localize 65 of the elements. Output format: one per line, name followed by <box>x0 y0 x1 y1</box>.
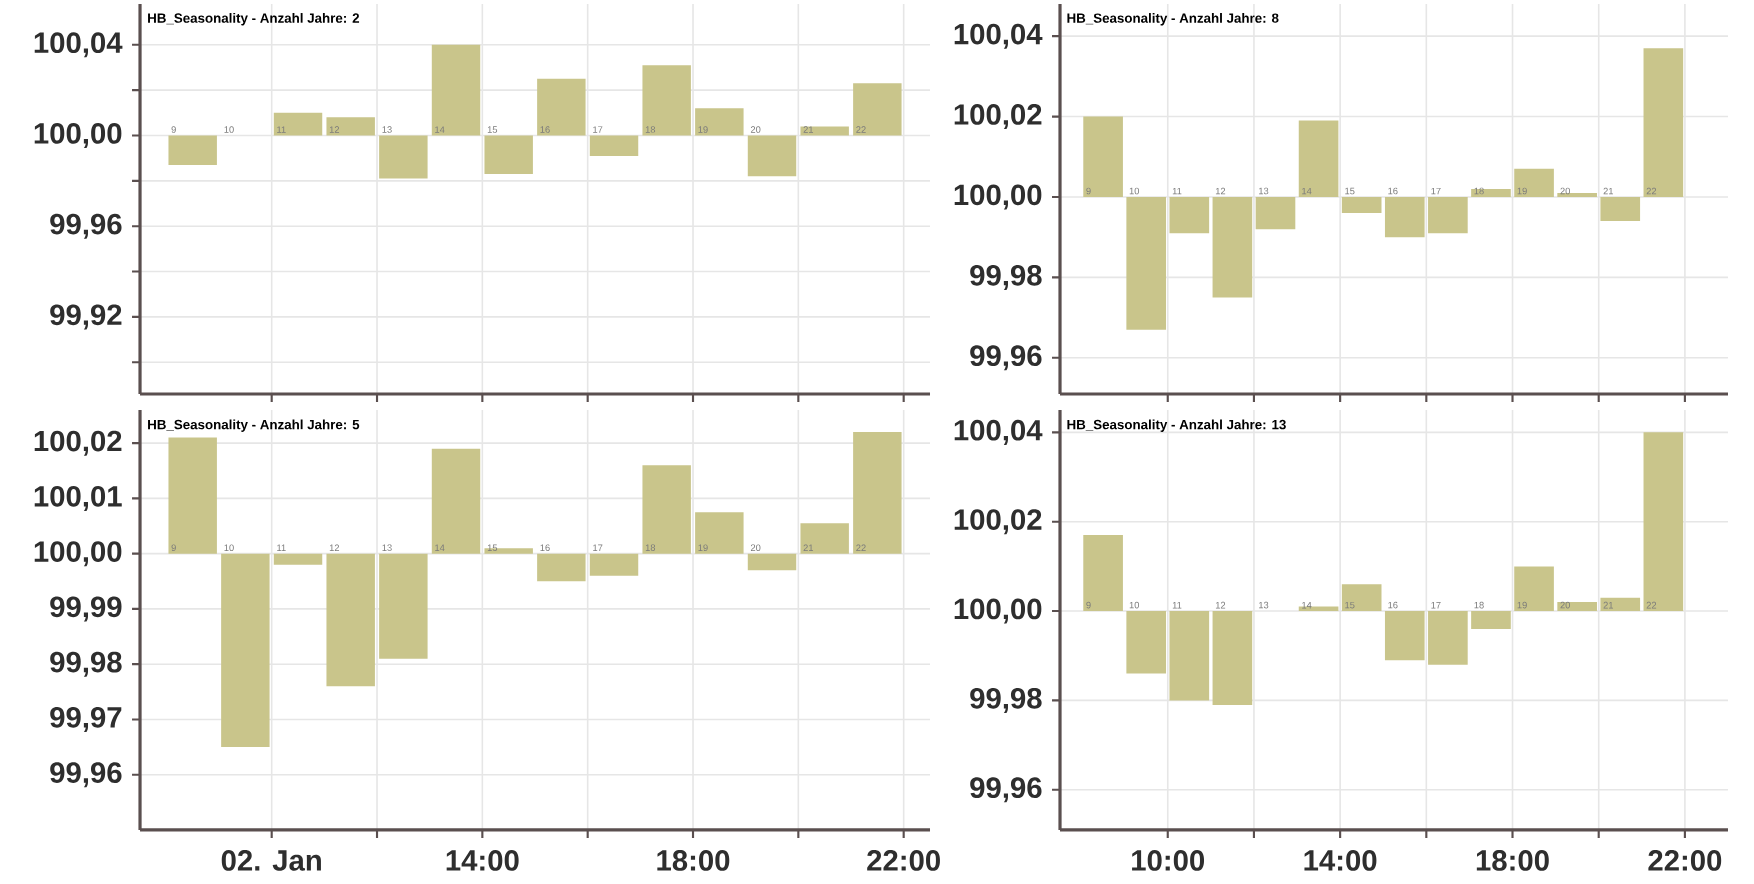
x-tick-label: 22:00 <box>867 850 940 871</box>
bar <box>326 553 375 687</box>
y-tick-label: 100,02 <box>34 430 122 456</box>
y-tick-label: 100,00 <box>954 598 1042 624</box>
bar <box>273 553 323 565</box>
y-tick-label: 100,02 <box>954 104 1042 130</box>
y-tick-label: 99,96 <box>50 213 122 239</box>
bar <box>1212 196 1253 298</box>
bar <box>1212 611 1253 705</box>
y-tick-label: 100,02 <box>954 509 1042 535</box>
bar <box>1600 196 1641 222</box>
bar <box>800 523 849 554</box>
y-tick-label: 99,96 <box>970 777 1042 803</box>
y-tick-label: 99,97 <box>50 706 122 732</box>
y-tick-label: 100,01 <box>34 485 122 511</box>
y-tick-label: 100,04 <box>954 23 1043 49</box>
bar <box>1298 120 1339 197</box>
bar <box>589 553 639 576</box>
y-tick-label: 99,98 <box>970 264 1042 290</box>
bar <box>853 83 902 136</box>
y-tick-label: 99,98 <box>970 687 1042 713</box>
y-tick-label: 100,04 <box>954 419 1043 445</box>
x-tick-label: 10:00 <box>1132 850 1205 871</box>
bar <box>431 44 481 136</box>
y-tick-label: 99,99 <box>50 596 122 622</box>
bar <box>379 135 428 179</box>
bar <box>695 512 744 554</box>
bar <box>1341 584 1382 612</box>
bar <box>1083 535 1123 612</box>
bar <box>642 465 691 554</box>
x-tick-label: 22:00 <box>1648 850 1722 871</box>
bar <box>800 126 849 136</box>
bar <box>431 448 481 554</box>
y-tick-label: 100,00 <box>34 123 122 149</box>
bar <box>379 553 428 659</box>
y-tick-label: 99,92 <box>50 304 122 330</box>
bar <box>1255 196 1296 230</box>
y-tick-label: 99,96 <box>970 345 1042 371</box>
bar <box>537 553 586 582</box>
y-tick-label: 99,96 <box>50 762 122 788</box>
y-tick-label: 100,00 <box>34 541 122 567</box>
bar <box>1083 116 1123 197</box>
x-tick-label: 18:00 <box>1476 850 1549 871</box>
bar <box>326 117 375 136</box>
bar <box>747 135 797 177</box>
bar <box>484 135 533 175</box>
bar <box>853 432 902 554</box>
bar <box>1643 48 1684 197</box>
x-tick-label: 18:00 <box>657 850 730 871</box>
bar <box>221 553 270 748</box>
x-tick-label: 14:00 <box>446 850 519 871</box>
bar <box>273 112 323 136</box>
y-tick-label: 99,98 <box>50 651 122 677</box>
x-tick-label: 02. Jan <box>221 850 321 871</box>
bar <box>168 437 217 554</box>
bar <box>168 135 217 165</box>
bar <box>1643 432 1684 612</box>
x-tick-label: 14:00 <box>1304 850 1377 871</box>
bar <box>747 553 797 571</box>
y-tick-label: 100,04 <box>34 32 123 58</box>
bar <box>589 135 639 156</box>
y-tick-label: 100,00 <box>954 184 1042 210</box>
bar <box>537 78 586 136</box>
bar <box>642 65 691 136</box>
bar <box>695 108 744 136</box>
